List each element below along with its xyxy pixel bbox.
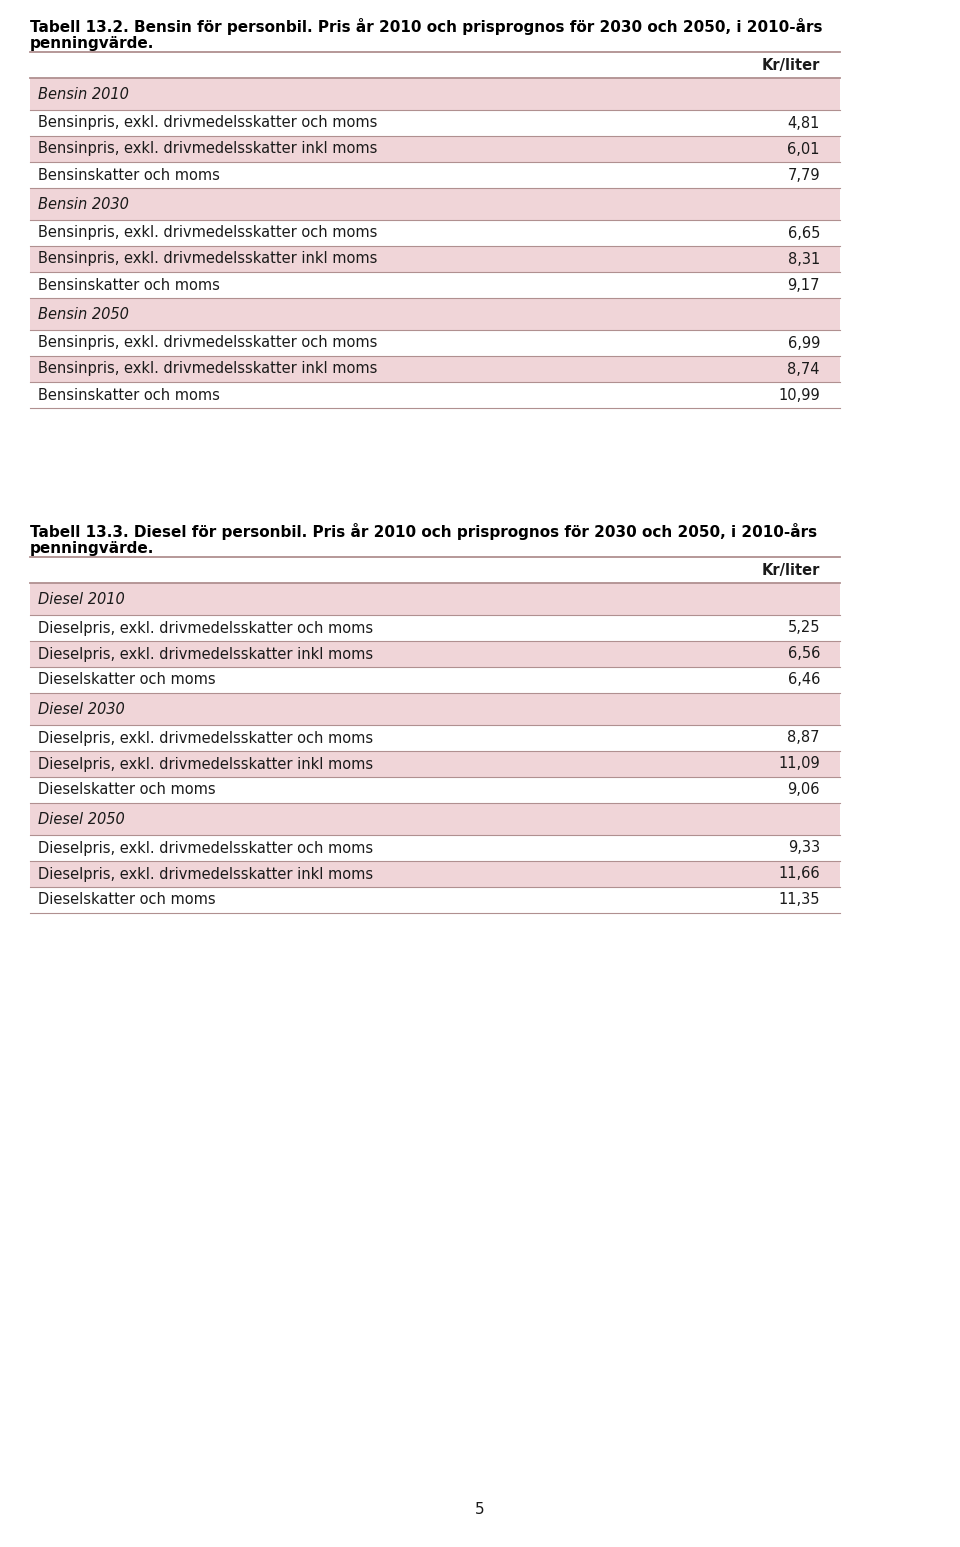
Text: 8,87: 8,87	[787, 730, 820, 746]
Text: 9,33: 9,33	[788, 840, 820, 855]
Text: Bensinpris, exkl. drivmedelsskatter inkl moms: Bensinpris, exkl. drivmedelsskatter inkl…	[38, 362, 377, 376]
Text: Bensinpris, exkl. drivmedelsskatter och moms: Bensinpris, exkl. drivmedelsskatter och …	[38, 116, 377, 130]
Text: Bensinpris, exkl. drivmedelsskatter och moms: Bensinpris, exkl. drivmedelsskatter och …	[38, 336, 377, 351]
Text: Tabell 13.3. Diesel för personbil. Pris år 2010 och prisprognos för 2030 och 205: Tabell 13.3. Diesel för personbil. Pris …	[30, 523, 817, 540]
Text: Dieselskatter och moms: Dieselskatter och moms	[38, 893, 216, 908]
Text: 5: 5	[475, 1502, 485, 1518]
Text: 8,74: 8,74	[787, 362, 820, 376]
Text: Diesel 2030: Diesel 2030	[38, 702, 125, 718]
Text: Diesel 2050: Diesel 2050	[38, 812, 125, 828]
Text: Bensinskatter och moms: Bensinskatter och moms	[38, 167, 220, 183]
Text: Bensin 2050: Bensin 2050	[38, 308, 129, 322]
Text: 6,65: 6,65	[787, 226, 820, 240]
Text: Bensin 2010: Bensin 2010	[38, 87, 129, 102]
Text: 6,46: 6,46	[787, 673, 820, 687]
Text: 10,99: 10,99	[779, 387, 820, 402]
Bar	[30, 299, 840, 330]
Bar	[30, 77, 840, 110]
Text: 11,35: 11,35	[779, 893, 820, 908]
Text: Bensinskatter och moms: Bensinskatter och moms	[38, 277, 220, 292]
Text: 4,81: 4,81	[787, 116, 820, 130]
Text: Dieselskatter och moms: Dieselskatter och moms	[38, 783, 216, 798]
Text: 6,99: 6,99	[787, 336, 820, 351]
Text: 9,17: 9,17	[787, 277, 820, 292]
Text: Kr/liter: Kr/liter	[761, 563, 820, 579]
Text: 11,66: 11,66	[779, 866, 820, 882]
Text: Bensinpris, exkl. drivmedelsskatter inkl moms: Bensinpris, exkl. drivmedelsskatter inkl…	[38, 141, 377, 156]
Text: Bensin 2030: Bensin 2030	[38, 196, 129, 212]
Bar	[30, 640, 840, 667]
Bar	[30, 136, 840, 162]
Text: 9,06: 9,06	[787, 783, 820, 798]
Bar	[30, 583, 840, 616]
Text: Bensinskatter och moms: Bensinskatter och moms	[38, 387, 220, 402]
Bar	[30, 356, 840, 382]
Text: penningvärde.: penningvärde.	[30, 541, 155, 555]
Text: 8,31: 8,31	[788, 252, 820, 266]
Text: 5,25: 5,25	[787, 620, 820, 636]
Text: Dieselpris, exkl. drivmedelsskatter och moms: Dieselpris, exkl. drivmedelsskatter och …	[38, 730, 373, 746]
Text: Dieselpris, exkl. drivmedelsskatter inkl moms: Dieselpris, exkl. drivmedelsskatter inkl…	[38, 647, 373, 662]
Bar	[30, 246, 840, 272]
Text: Dieselskatter och moms: Dieselskatter och moms	[38, 673, 216, 687]
Bar	[30, 862, 840, 886]
Text: Dieselpris, exkl. drivmedelsskatter inkl moms: Dieselpris, exkl. drivmedelsskatter inkl…	[38, 866, 373, 882]
Text: penningvärde.: penningvärde.	[30, 36, 155, 51]
Bar	[30, 803, 840, 835]
Text: Tabell 13.2. Bensin för personbil. Pris år 2010 och prisprognos för 2030 och 205: Tabell 13.2. Bensin för personbil. Pris …	[30, 19, 823, 36]
Bar	[30, 693, 840, 726]
Text: 7,79: 7,79	[787, 167, 820, 183]
Text: Dieselpris, exkl. drivmedelsskatter och moms: Dieselpris, exkl. drivmedelsskatter och …	[38, 620, 373, 636]
Text: Diesel 2010: Diesel 2010	[38, 593, 125, 606]
Text: Bensinpris, exkl. drivmedelsskatter och moms: Bensinpris, exkl. drivmedelsskatter och …	[38, 226, 377, 240]
Text: 6,56: 6,56	[787, 647, 820, 662]
Text: Dieselpris, exkl. drivmedelsskatter inkl moms: Dieselpris, exkl. drivmedelsskatter inkl…	[38, 756, 373, 772]
Text: Kr/liter: Kr/liter	[761, 57, 820, 73]
Bar	[30, 750, 840, 777]
Text: Bensinpris, exkl. drivmedelsskatter inkl moms: Bensinpris, exkl. drivmedelsskatter inkl…	[38, 252, 377, 266]
Text: Dieselpris, exkl. drivmedelsskatter och moms: Dieselpris, exkl. drivmedelsskatter och …	[38, 840, 373, 855]
Bar	[30, 189, 840, 220]
Text: 11,09: 11,09	[779, 756, 820, 772]
Text: 6,01: 6,01	[787, 141, 820, 156]
